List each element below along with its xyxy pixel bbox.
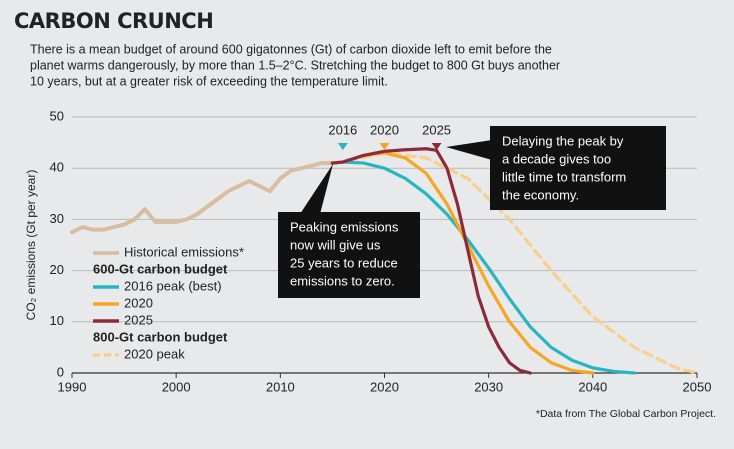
y-tick-label: 30	[50, 211, 64, 226]
callout-pointer	[446, 140, 492, 160]
callout-text: emissions to zero.	[290, 273, 395, 288]
callouts: Peaking emissions now will give us 25 ye…	[278, 126, 666, 298]
legend-heading: 800-Gt carbon budget	[93, 329, 228, 344]
callout-box	[278, 212, 420, 298]
callout-text: now will give us	[290, 237, 381, 252]
chart-title: CARBON CRUNCH	[14, 9, 213, 33]
x-tick-label: 2040	[578, 379, 607, 394]
series-line	[330, 147, 532, 375]
footnote: *Data from The Global Carbon Project.	[536, 408, 716, 420]
series-line	[70, 161, 335, 235]
x-tick-label: 2020	[370, 379, 399, 394]
x-tick-label: 2010	[266, 379, 295, 394]
callout-text: the economy.	[502, 187, 579, 202]
callout-box	[490, 126, 666, 210]
peak-marker	[337, 143, 348, 150]
peak-label: 2025	[422, 122, 451, 137]
subtitle: There is a mean budget of around 600 gig…	[30, 42, 552, 56]
peak-marker	[379, 143, 390, 150]
x-tick-label: 2000	[162, 379, 191, 394]
y-tick-label: 0	[57, 364, 64, 379]
callout-pointer	[300, 164, 333, 214]
y-tick-label: 40	[50, 160, 64, 175]
legend-label: 2020	[124, 295, 153, 310]
y-tick-label: 50	[50, 108, 64, 123]
peak-label: 2016	[328, 122, 357, 137]
callout-text: Peaking emissions	[290, 219, 399, 234]
callout-text: a decade gives too	[502, 151, 611, 166]
legend-label: Historical emissions*	[124, 244, 244, 259]
series-line	[330, 160, 637, 375]
y-axis-label: CO₂ emissions (Gt per year)	[24, 170, 38, 321]
legend-heading: 600-Gt carbon budget	[93, 261, 228, 276]
y-tick-label: 20	[50, 262, 64, 277]
x-tick-label: 2030	[474, 379, 503, 394]
legend-label: 2025	[124, 312, 153, 327]
legend-label: 2020 peak	[124, 346, 185, 361]
subtitle: 10 years, but at a greater risk of excee…	[30, 74, 388, 88]
peak-marker	[431, 143, 442, 150]
callout-text: little time to transform	[502, 169, 626, 184]
legend-label: 2016 peak (best)	[124, 278, 222, 293]
callout-text: Delaying the peak by	[502, 133, 624, 148]
x-tick-label: 2050	[683, 379, 712, 394]
y-tick-label: 10	[50, 313, 64, 328]
callout-text: 25 years to reduce	[290, 255, 398, 270]
peak-label: 2020	[370, 122, 399, 137]
subtitle: planet warms dangerously, by more than 1…	[30, 58, 560, 72]
x-tick-label: 1990	[58, 379, 87, 394]
